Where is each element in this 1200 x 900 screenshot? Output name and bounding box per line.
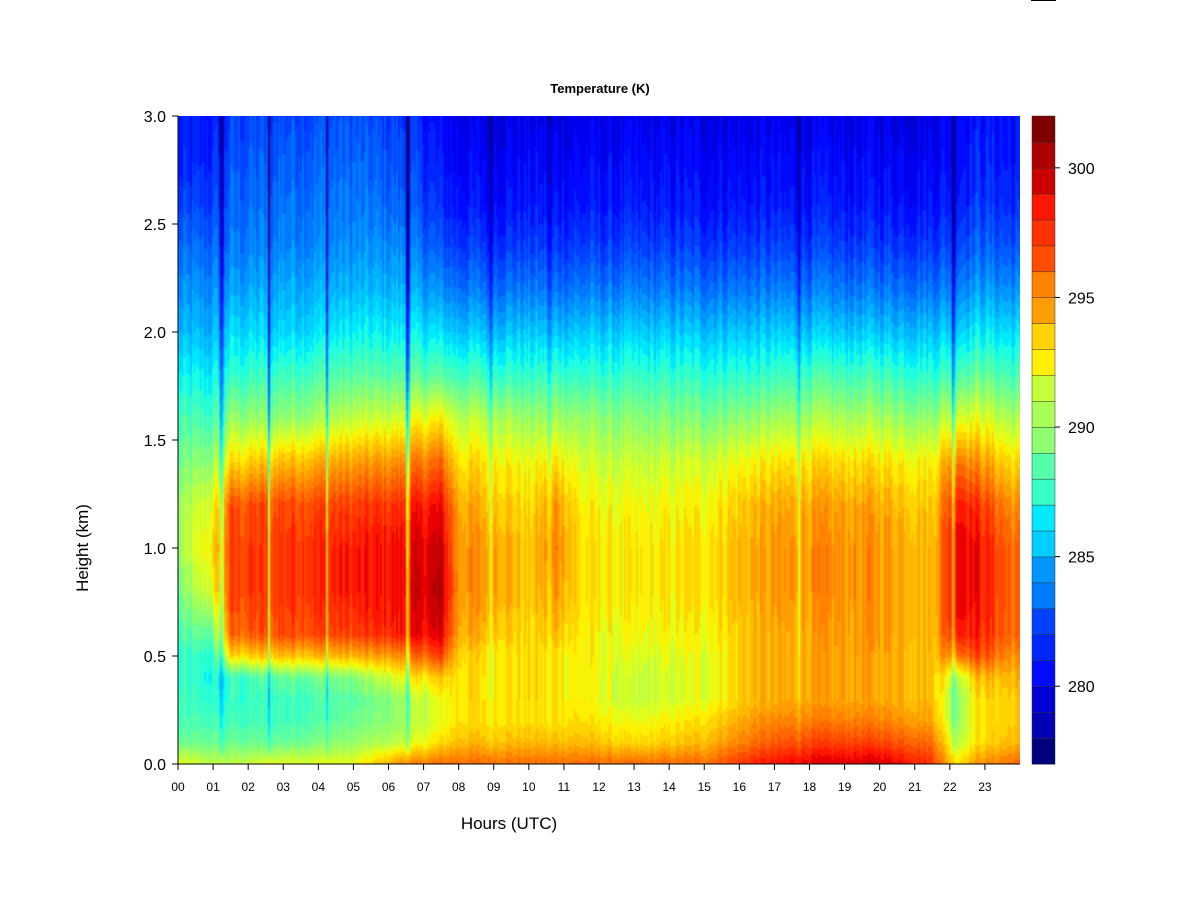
y-tick-label: 2.0 xyxy=(144,325,166,342)
y-tick-label: 1.0 xyxy=(144,541,166,558)
x-tick-label: 19 xyxy=(838,780,852,794)
colorbar-tick-label: 280 xyxy=(1068,679,1095,696)
y-tick-label: 3.0 xyxy=(144,109,166,126)
y-axis: 0.0 0.5 1.0 1.5 2.0 2.5 3.0 xyxy=(144,109,179,774)
x-tick-label: 10 xyxy=(522,780,536,794)
top-edge-mark xyxy=(1031,0,1056,1)
colorbar-level xyxy=(1031,167,1056,195)
colorbar-level xyxy=(1031,530,1056,558)
colorbar-tick-label: 285 xyxy=(1068,550,1095,567)
colorbar-level xyxy=(1031,504,1056,532)
colorbar-level xyxy=(1031,711,1056,739)
x-tick-label: 11 xyxy=(558,780,571,794)
x-tick-label: 03 xyxy=(277,780,291,794)
x-tick-label: 07 xyxy=(417,780,431,794)
heatmap-image xyxy=(178,116,1020,764)
x-tick-label: 23 xyxy=(978,780,992,794)
x-tick-label: 09 xyxy=(487,780,501,794)
colorbar-level xyxy=(1031,452,1056,480)
colorbar-tick-label: 300 xyxy=(1068,161,1095,178)
colorbar-level xyxy=(1031,400,1056,428)
colorbar-level xyxy=(1031,737,1056,765)
colorbar-level xyxy=(1031,374,1056,402)
colorbar-tick-label: 290 xyxy=(1068,420,1095,437)
x-tick-label: 06 xyxy=(382,780,396,794)
x-tick-label: 14 xyxy=(662,780,676,794)
y-tick-label: 0.5 xyxy=(144,649,166,666)
colorbar-level xyxy=(1031,556,1056,584)
x-tick-label: 18 xyxy=(803,780,817,794)
x-tick-label: 01 xyxy=(206,780,220,794)
colorbar-level xyxy=(1031,634,1056,661)
colorbar-level xyxy=(1031,219,1056,247)
x-tick-label: 04 xyxy=(312,780,326,794)
colorbar-level xyxy=(1031,245,1056,273)
colorbar-level xyxy=(1031,297,1056,324)
x-tick-label: 22 xyxy=(943,780,957,794)
x-tick-label: 00 xyxy=(171,780,185,794)
x-axis: 00 01 02 03 04 05 06 07 08 09 10 11 12 13 14 15 16 17 18 19… xyxy=(171,763,1020,794)
x-tick-label: 12 xyxy=(592,780,606,794)
x-tick-label: 21 xyxy=(908,780,922,794)
colorbar-level xyxy=(1031,271,1056,298)
colorbar-level xyxy=(1031,582,1056,610)
colorbar-level xyxy=(1031,478,1056,506)
y-tick-label: 0.0 xyxy=(144,757,166,774)
colorbar-tick-label: 295 xyxy=(1068,290,1095,307)
x-tick-label: 16 xyxy=(733,780,747,794)
chart-title: Temperature (K) xyxy=(550,81,649,96)
heatmap-plot-area xyxy=(178,116,1020,764)
y-tick-label: 2.5 xyxy=(144,217,166,234)
colorbar-level xyxy=(1031,349,1056,376)
colorbar xyxy=(1031,115,1056,765)
colorbar-level xyxy=(1031,426,1056,454)
colorbar-level xyxy=(1031,141,1056,169)
x-tick-label: 13 xyxy=(627,780,641,794)
colorbar-level xyxy=(1031,608,1056,635)
y-axis-label: Height (km) xyxy=(73,504,92,592)
x-tick-label: 02 xyxy=(241,780,255,794)
y-tick-label: 1.5 xyxy=(144,433,166,450)
colorbar-level xyxy=(1031,660,1056,687)
colorbar-ticks: 280 285 290 295 300 xyxy=(1055,161,1095,696)
x-tick-label: 08 xyxy=(452,780,466,794)
colorbar-level xyxy=(1031,685,1056,713)
x-tick-label: 15 xyxy=(698,780,712,794)
colorbar-level xyxy=(1031,115,1056,143)
x-axis-label: Hours (UTC) xyxy=(461,814,557,833)
colorbar-level xyxy=(1031,323,1056,350)
x-tick-label: 20 xyxy=(873,780,887,794)
colorbar-level xyxy=(1031,193,1056,221)
x-tick-label: 17 xyxy=(768,780,782,794)
x-tick-label: 05 xyxy=(347,780,361,794)
